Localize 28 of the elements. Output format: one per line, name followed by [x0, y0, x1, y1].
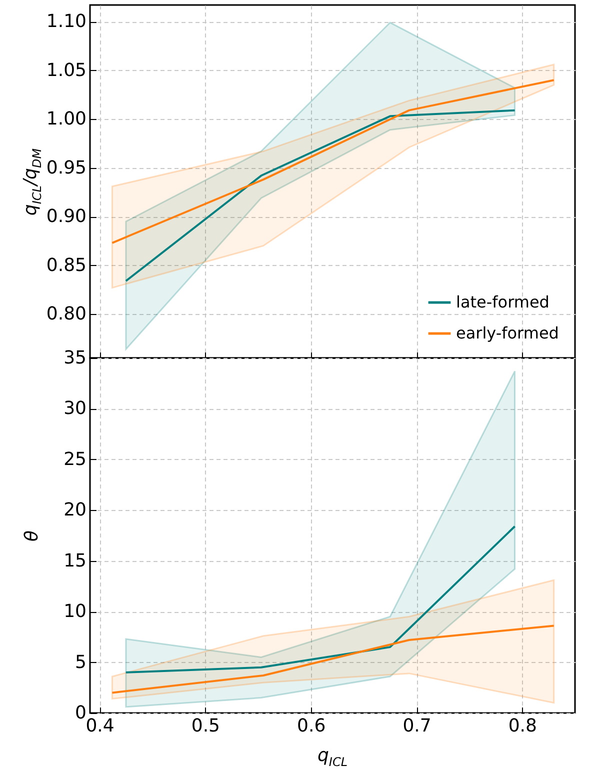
y-tick-label: 15: [64, 550, 86, 572]
y-axis-title: θ: [22, 530, 42, 542]
x-tick-label: 0.6: [297, 716, 326, 736]
legend-label: early-formed: [456, 324, 559, 342]
y-tick-label: 20: [64, 500, 86, 521]
x-tick-label: 0.4: [86, 716, 114, 736]
x-tick-label: 0.5: [191, 716, 220, 736]
x-axis-title: q$_{ICL}$: [317, 745, 348, 769]
y-tick-label: 0.95: [46, 157, 86, 178]
y-tick-label: 0.80: [46, 304, 86, 325]
y-tick-label: 0.90: [46, 206, 86, 228]
line-series: [111, 79, 555, 244]
y-tick-label: 0: [75, 702, 86, 724]
y-tick-label: 0.85: [46, 254, 86, 276]
y-tick-label: 30: [64, 398, 86, 420]
y-tick-label: 10: [64, 601, 86, 622]
y-tick-label: 1.05: [46, 60, 86, 81]
y-tick-label: 5: [75, 652, 86, 673]
x-tick-label: 0.8: [508, 716, 537, 736]
y-tick-label: 1.10: [46, 11, 86, 32]
line-series: [111, 624, 555, 694]
line-series: [124, 109, 516, 282]
y-tick-label: 35: [64, 348, 86, 368]
line-series: [124, 525, 516, 674]
x-tick-label: 0.7: [402, 716, 432, 736]
legend-label: late-formed: [456, 292, 550, 312]
y-tick-label: 1.00: [46, 108, 86, 130]
y-tick-label: 25: [64, 448, 86, 470]
